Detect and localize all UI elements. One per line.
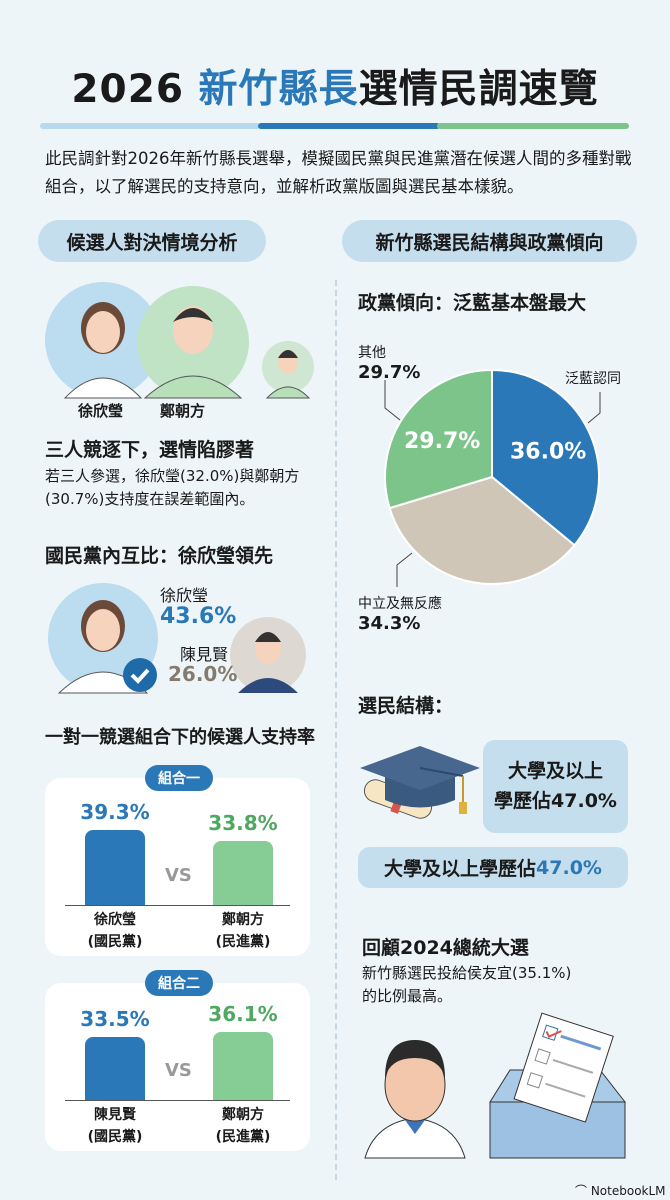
pie-slice-1 — [388, 475, 576, 585]
bar-dpp — [213, 1031, 273, 1100]
matchup-tag: 組合二 — [145, 970, 213, 996]
matchup-tag: 組合一 — [145, 765, 213, 791]
bar-label-dpp: 36.1% — [208, 1001, 278, 1026]
pie-slice-2 — [384, 368, 493, 510]
candidate-kmt: 徐欣瑩 (國民黨) — [87, 912, 143, 950]
brand-text: NotebookLM — [590, 1184, 666, 1198]
party-pie-chart: 36.0% 29.7% — [384, 368, 600, 585]
pie-legend-blue-name: 泛藍認同 — [565, 371, 621, 387]
three-way-heading: 三人競逐下，選情陷膠著 — [45, 439, 255, 461]
pie-slice-label-2: 29.7% — [404, 429, 480, 454]
kmt-a-name: 徐欣瑩 — [160, 586, 209, 605]
candidate-kmt: 陳見賢 (國民黨) — [87, 1107, 143, 1145]
pie-legend-other-value: 29.7% — [358, 362, 421, 383]
graduation-cap-icon — [360, 746, 480, 819]
candidates-illustration — [45, 282, 314, 399]
kmt-illustration — [48, 583, 306, 694]
pie-legend-other-name: 其他 — [358, 345, 386, 361]
pie-legend-neutral-value: 34.3% — [358, 613, 421, 634]
bar-label-kmt: 33.5% — [80, 1007, 150, 1031]
structure-heading: 選民結構： — [358, 695, 454, 717]
column-divider — [335, 280, 337, 1180]
intro-text: 此民調針對2026年新竹縣長選舉，模擬國民黨與民進黨潛在候選人間的多種對戰組合，… — [45, 149, 632, 196]
review-text-2: 的比例最高。 — [362, 987, 453, 1005]
page-title: 2026 新竹縣長選情民調速覽 — [71, 67, 599, 112]
bar-label-dpp: 33.8% — [208, 811, 278, 836]
bar-kmt — [85, 830, 145, 905]
bar-kmt — [85, 1037, 145, 1100]
baseline — [65, 905, 290, 906]
pie-legend-neutral-name: 中立及無反應 — [358, 596, 442, 612]
candidate-name-2: 鄭朝方 — [160, 402, 206, 420]
kmt-b-name: 陳見賢 — [180, 645, 229, 664]
bar-label-kmt: 39.3% — [80, 800, 150, 825]
education-bubble-line-2: 學歷佔47.0% — [494, 790, 617, 812]
vs-label: VS — [165, 1060, 192, 1081]
pie-slice-0 — [491, 368, 600, 547]
check-icon — [123, 658, 157, 692]
party-heading: 政黨傾向：泛藍基本盤最大 — [358, 292, 587, 314]
section-pill-voters: 新竹縣選民結構與政黨傾向 — [342, 220, 637, 262]
kmt-b-value: 26.0% — [168, 662, 238, 686]
pie-leader-lines — [384, 380, 601, 587]
candidate-dpp: 鄭朝方 (民進黨) — [215, 912, 271, 950]
bar-dpp — [213, 841, 273, 905]
kmt-a-value: 43.6% — [160, 604, 237, 629]
title-rule-blue — [258, 123, 440, 129]
candidate-name-1: 徐欣瑩 — [78, 402, 124, 420]
matchup-card-2: 組合二 33.5% 36.1% VS 陳見賢 (國民黨) 鄭朝方 (民進黨) — [45, 970, 310, 1151]
review-heading: 回顧2024總統大選 — [362, 937, 529, 959]
education-bubble-line-1: 大學及以上 — [507, 760, 603, 782]
title-rule-light — [40, 123, 260, 129]
education-band-value: 47.0% — [536, 856, 602, 879]
education-band: 大學及以上學歷佔 47.0% — [358, 847, 628, 888]
ballot-illustration — [364, 1012, 627, 1159]
kmt-heading: 國民黨內互比：徐欣瑩領先 — [45, 545, 274, 567]
review-text-1: 新竹縣選民投給侯友宜(35.1%) — [362, 964, 572, 982]
baseline — [65, 1100, 290, 1101]
matchup-card-1: 組合一 39.3% 33.8% VS 徐欣瑩 (國民黨) 鄭朝方 (民進黨) — [45, 765, 310, 956]
title-rule-green — [437, 123, 629, 129]
section-pill-candidates: 候選人對決情境分析 — [38, 220, 266, 262]
vs-label: VS — [165, 865, 192, 886]
education-band-text: 大學及以上學歷佔 — [384, 858, 537, 880]
three-way-text: 若三人參選，徐欣瑩(32.0%)與鄭朝方(30.7%)支持度在誤差範圍內。 — [45, 467, 300, 508]
candidate-dpp: 鄭朝方 (民進黨) — [215, 1107, 271, 1145]
education-bubble: 大學及以上 學歷佔47.0% — [483, 740, 628, 833]
pie-slice-label-0: 36.0% — [510, 440, 586, 465]
matchups-heading: 一對一競選組合下的候選人支持率 — [45, 727, 315, 748]
notebooklm-logo: ⌒ NotebookLM — [575, 1184, 666, 1198]
